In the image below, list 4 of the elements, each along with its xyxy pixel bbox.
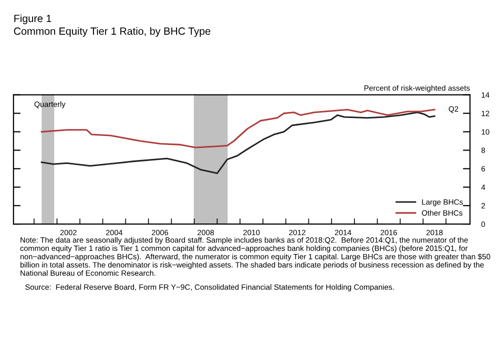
line-series [40,112,436,174]
line-series [40,108,436,148]
chart-title: Figure 1 [14,14,52,24]
chart-subtitle: Common Equity Tier 1 Ratio, by BHC Type [14,27,210,37]
